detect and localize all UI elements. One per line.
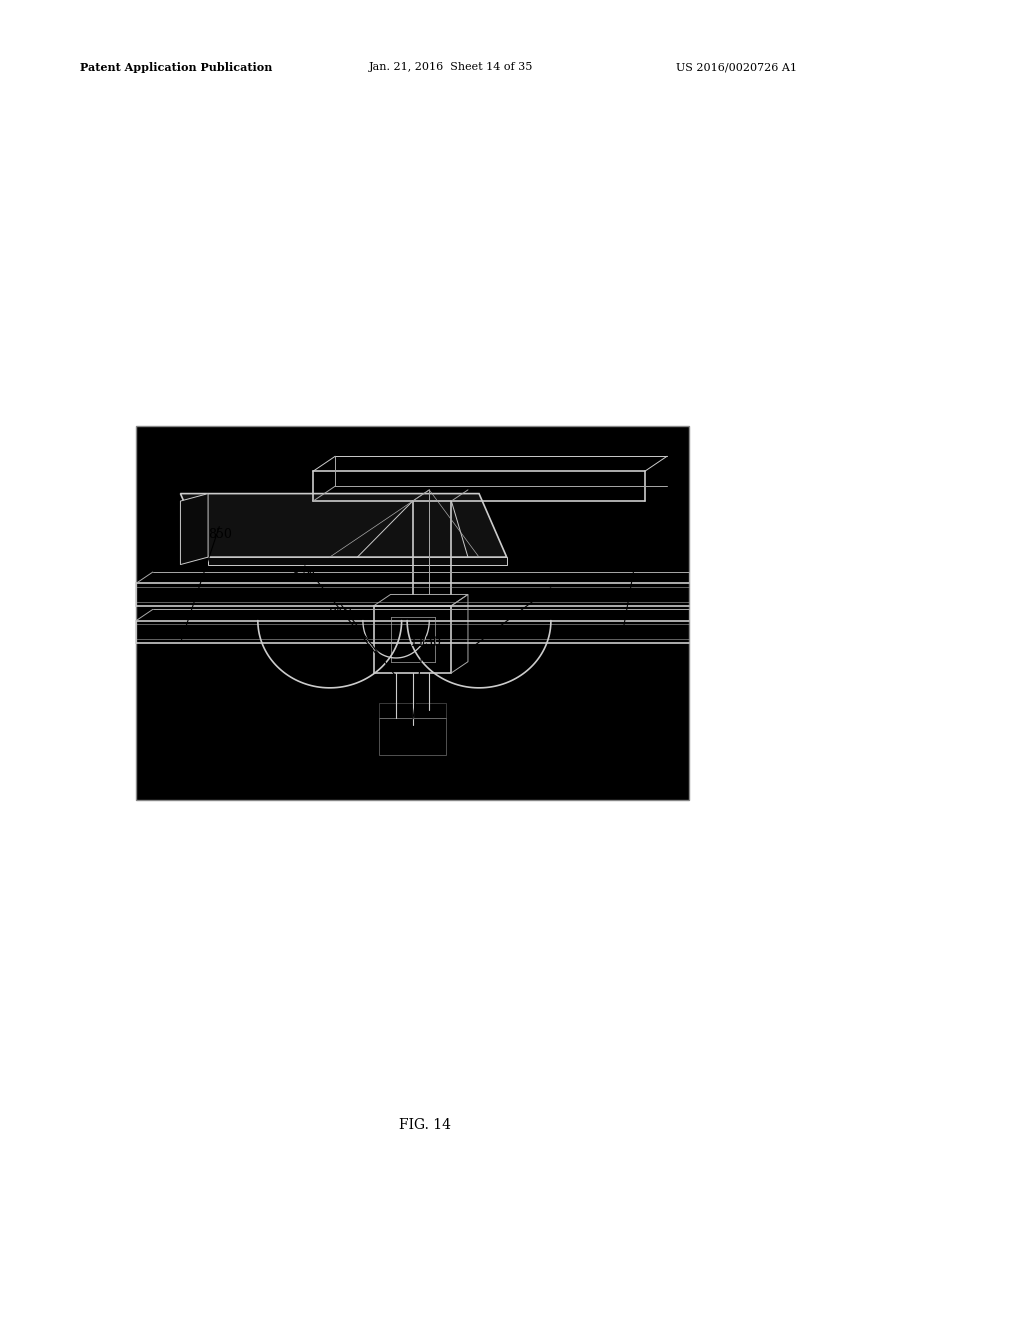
Bar [136, 426, 689, 800]
Text: 1130: 1130 [409, 636, 441, 649]
Text: FIG. 14: FIG. 14 [399, 1118, 451, 1131]
Text: 850: 850 [208, 528, 232, 541]
Polygon shape [180, 494, 208, 565]
Polygon shape [208, 557, 507, 565]
Text: Patent Application Publication: Patent Application Publication [80, 62, 272, 73]
Text: 820: 820 [541, 590, 565, 603]
Text: 870: 870 [291, 568, 315, 581]
Text: US 2016/0020726 A1: US 2016/0020726 A1 [676, 62, 797, 73]
Polygon shape [180, 494, 507, 557]
Text: 860: 860 [328, 607, 352, 620]
Text: Jan. 21, 2016  Sheet 14 of 35: Jan. 21, 2016 Sheet 14 of 35 [369, 62, 534, 73]
Text: 840: 840 [631, 521, 655, 535]
